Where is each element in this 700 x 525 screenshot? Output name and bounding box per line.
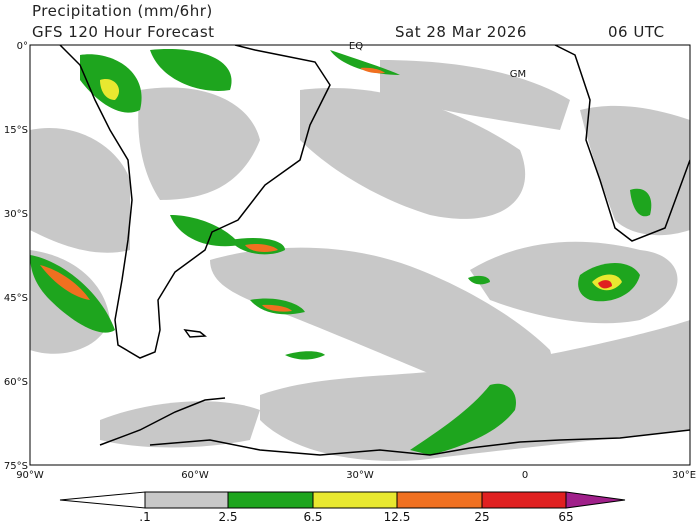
- lat-label: 60°S: [4, 377, 28, 388]
- colorbar-label: 2.5: [218, 510, 237, 524]
- colorbar-label: 12.5: [384, 510, 411, 524]
- colorbar-segment: [227, 491, 314, 509]
- colorbar-label: 6.5: [303, 510, 322, 524]
- colorbar-segment: [312, 491, 398, 509]
- colorbar-segment: [144, 491, 229, 509]
- place-label: EQ: [349, 41, 363, 52]
- subtitle: GFS 120 Hour Forecast: [32, 23, 215, 41]
- colorbar-label: 65: [558, 510, 573, 524]
- map: 0° 15°S 30°S 45°S 60°S 75°S 90°W 60°W 30…: [4, 41, 696, 481]
- colorbar: .1 2.5 6.5 12.5 25 65: [59, 491, 626, 524]
- precip-heavy: [30, 49, 652, 455]
- colorbar-segment: [396, 491, 483, 509]
- lon-label: 60°W: [181, 470, 209, 481]
- coastlines: [59, 45, 690, 456]
- lon-label: 0: [522, 470, 528, 481]
- place-label: GM: [510, 69, 526, 80]
- lon-label: 30°W: [346, 470, 374, 481]
- lat-label: 0°: [17, 41, 28, 52]
- lat-label: 45°S: [4, 293, 28, 304]
- lat-label: 30°S: [4, 209, 28, 220]
- lon-label: 30°E: [672, 470, 696, 481]
- colorbar-label: .1: [139, 510, 150, 524]
- map-frame: [29, 44, 691, 466]
- colorbar-segment: [481, 491, 567, 509]
- lat-label: 15°S: [4, 125, 28, 136]
- lat-label: 75°S: [4, 461, 28, 472]
- lon-label: 90°W: [16, 470, 44, 481]
- colorbar-segment: [565, 491, 626, 509]
- title: Precipitation (mm/6hr): [32, 2, 213, 20]
- date: Sat 28 Mar 2026: [395, 23, 527, 41]
- time: 06 UTC: [608, 23, 665, 41]
- colorbar-label: 25: [474, 510, 489, 524]
